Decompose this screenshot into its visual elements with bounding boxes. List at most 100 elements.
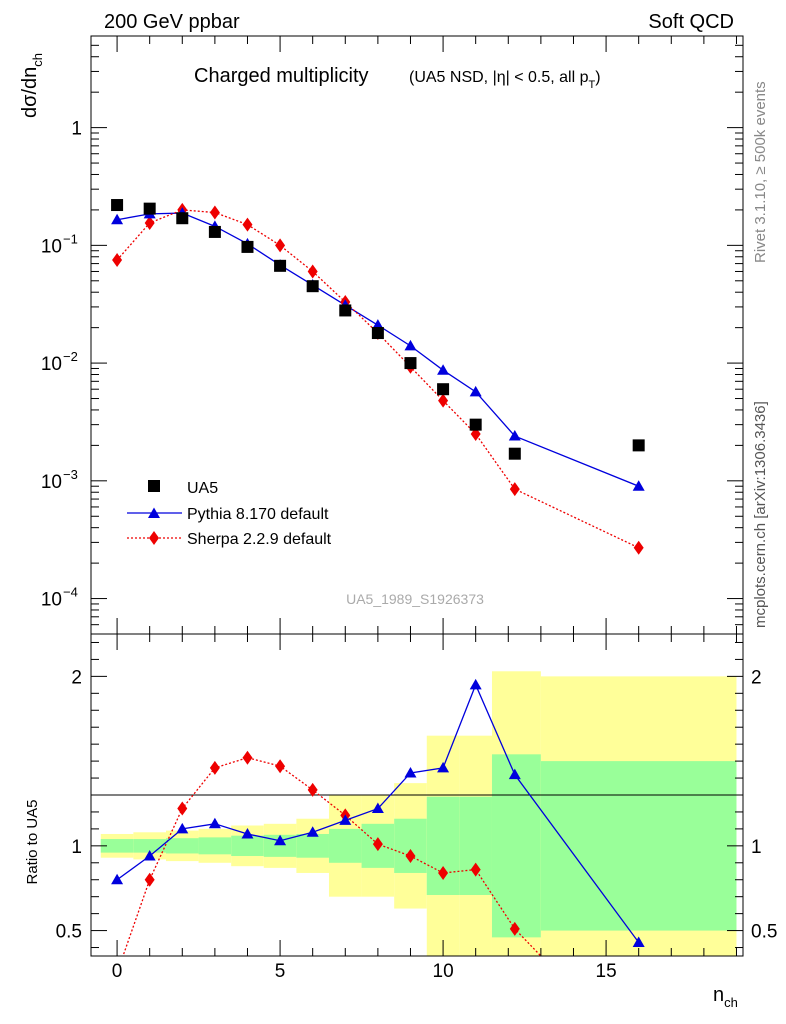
header-left: 200 GeV ppbar [104, 11, 240, 33]
main-y-tick-exp: −3 [63, 467, 78, 482]
chart-subtitle-text: (UA5 NSD, |η| < 0.5, all p [409, 69, 589, 86]
pythia-point [632, 480, 645, 491]
x-axis-label: nch [713, 984, 738, 1010]
legend-sherpa-label: Sherpa 2.2.9 default [187, 531, 332, 548]
ratio-pythia-point [241, 827, 254, 839]
band-inner [100, 839, 134, 853]
legend-pythia-marker [148, 507, 160, 518]
main-y-tick-base: 10 [41, 472, 62, 493]
pythia-point [437, 364, 450, 375]
ua5-point [274, 259, 287, 272]
mcplots-label: mcplots.cern.ch [arXiv:1306.3436] [752, 401, 769, 628]
legend-ua5-label: UA5 [187, 480, 218, 497]
x-tick-label: 5 [275, 961, 286, 982]
chart-subtitle: (UA5 NSD, |η| < 0.5, all pT) [409, 69, 601, 91]
ratio-y-tick-label-right: 2 [751, 667, 762, 688]
main-y-tick-base: 10 [41, 236, 62, 257]
main-y-tick-exp: −2 [63, 349, 78, 364]
main-y-tick-label: 10 [41, 472, 62, 493]
x-axis-label-sub: ch [724, 995, 738, 1010]
ratio-y-tick-label-right: 0.5 [751, 922, 777, 943]
ua5-point [176, 212, 189, 225]
ratio-sherpa-point [144, 872, 155, 887]
ua5-point [111, 199, 124, 212]
ua5-point [339, 304, 352, 317]
pythia-point [111, 213, 124, 225]
ratio-ticks [91, 634, 743, 956]
band-inner [491, 754, 541, 938]
ratio-pythia-point [371, 802, 384, 814]
band-inner [540, 761, 737, 931]
legend-ua5-marker [148, 480, 160, 492]
ratio-sherpa-point [438, 865, 449, 880]
ratio-pythia-point [404, 766, 417, 778]
main-series [111, 199, 645, 555]
sherpa-point [144, 215, 155, 230]
ratio-series [111, 678, 645, 956]
chart-subtitle-close: ) [595, 69, 600, 86]
chart-subtitle-sub: T [589, 79, 596, 91]
band-inner [231, 835, 264, 857]
ratio-pythia-point [111, 873, 124, 885]
ratio-y-label: Ratio to UA5 [24, 799, 41, 884]
ratio-pythia-line [116, 683, 640, 943]
main-y-label-sub: ch [30, 53, 45, 67]
band-inner [394, 818, 427, 873]
rivet-label: Rivet 3.1.10, ≥ 500k events [752, 81, 769, 263]
ua5-point [469, 418, 482, 431]
ua5-point [208, 225, 221, 238]
x-tick-label: 0 [112, 961, 123, 982]
legend-sherpa-marker [149, 531, 159, 545]
ratio-pythia-point [274, 834, 287, 846]
ratio-y-tick-label: 2 [71, 667, 82, 688]
ratio-sherpa-point [209, 760, 220, 775]
sherpa-point [438, 393, 449, 408]
ratio-sherpa-point [242, 750, 253, 765]
chart-title: Charged multiplicity [194, 65, 369, 87]
ratio-sherpa-line [122, 757, 542, 956]
chart-title-text: Charged multiplicity [194, 65, 369, 87]
ratio-sherpa-point [307, 782, 318, 797]
band-inner [426, 796, 460, 895]
ratio-sherpa-point [177, 801, 188, 816]
ratio-sherpa-point [275, 759, 286, 774]
main-y-label: dσ/dnch [19, 53, 45, 118]
ua5-point [306, 280, 319, 293]
ratio-sherpa-point [405, 849, 416, 864]
ratio-series-clipped [111, 678, 645, 956]
main-y-tick-label: 10 [41, 590, 62, 611]
ratio-sherpa-point [509, 921, 520, 936]
x-tick-label: 10 [433, 961, 454, 982]
ratio-pythia-point [469, 678, 482, 690]
band-inner [165, 838, 199, 854]
header-right: Soft QCD [648, 11, 734, 33]
band-inner [198, 837, 232, 855]
ratio-y-tick-label: 1 [71, 837, 82, 858]
main-panel: 10 −410 −310 −210 −11 Charged multiplicity (… [19, 35, 744, 635]
ua5-point [437, 383, 450, 396]
ratio-pythia-point [437, 761, 450, 773]
main-y-tick-label: 10 [41, 236, 62, 257]
x-axis-label-text: n [713, 984, 724, 1006]
main-y-tick-exp: −4 [63, 585, 78, 600]
ratio-sherpa-point [470, 862, 481, 877]
ratio-panel: 0.5 0.5 1 1 2 2 0 5 10 15 Ratio to UA5 nch [24, 633, 777, 1010]
ratio-y-tick-label: 0.5 [56, 922, 82, 943]
sherpa-point [633, 540, 644, 555]
pythia-line [116, 212, 639, 487]
main-y-tick-base: 10 [41, 590, 62, 611]
legend-pythia-label: Pythia 8.170 default [187, 506, 329, 523]
ratio-bands [100, 671, 737, 956]
ua5-point [371, 327, 384, 340]
ratio-pythia-point [143, 850, 156, 861]
ratio-pythia-point [306, 826, 319, 837]
main-y-tick-label: 1 [71, 119, 82, 140]
ua5-point [143, 202, 156, 215]
main-ticks [91, 35, 743, 635]
main-y-tick-label: 10 [41, 354, 62, 375]
sherpa-line [116, 209, 639, 549]
sherpa-point [275, 238, 286, 253]
ratio-y-tick-label-right: 1 [751, 837, 762, 858]
ratio-pythia-point [208, 817, 221, 829]
